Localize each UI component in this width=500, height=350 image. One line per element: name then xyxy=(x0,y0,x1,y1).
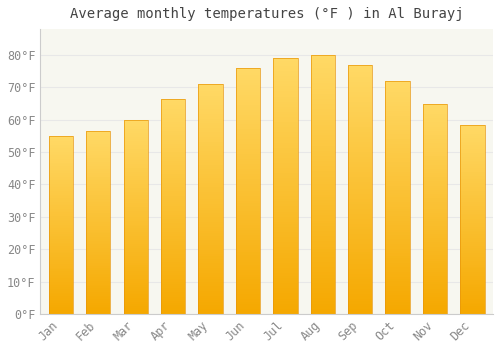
Title: Average monthly temperatures (°F ) in Al Burayj: Average monthly temperatures (°F ) in Al… xyxy=(70,7,464,21)
